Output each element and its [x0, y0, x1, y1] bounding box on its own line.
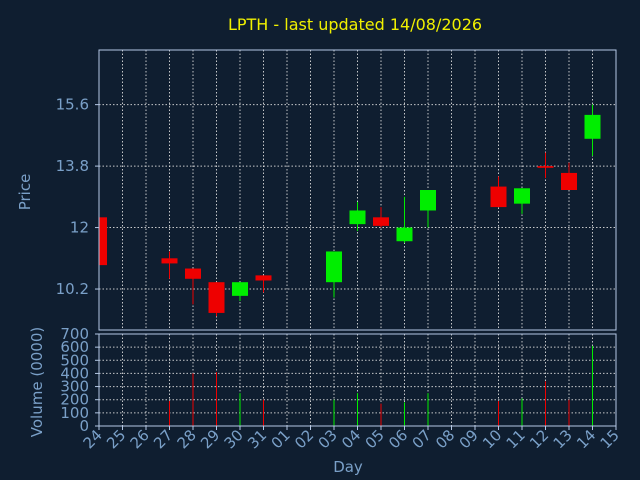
candle-body: [255, 275, 272, 281]
candle-body: [584, 114, 601, 139]
price-tick-labels: 10.2 12 13.8 15.6: [56, 96, 99, 298]
candle-body: [490, 186, 507, 208]
candles-group: [98, 104, 601, 317]
candle-body: [161, 258, 178, 264]
candle-body: [185, 268, 201, 279]
price-plot-frame: [98, 49, 617, 331]
candle-body: [326, 251, 342, 283]
volume-tick-label: 400: [60, 364, 89, 382]
candle-body: [232, 282, 248, 296]
candle-body: [514, 188, 530, 204]
x-tick-labels: 2425262728293031010203040506070809101112…: [80, 426, 623, 452]
price-tick-label: 13.8: [56, 157, 89, 175]
candle-body: [537, 166, 554, 168]
volume-bars-group: [169, 345, 593, 426]
candle-body: [396, 227, 413, 242]
price-tick-label: 15.6: [56, 96, 89, 114]
x-axis-label: Day: [333, 458, 363, 476]
candle-body: [561, 172, 577, 190]
volume-tick-label: 500: [60, 351, 89, 369]
price-axis-label: Price: [16, 174, 34, 211]
candle-body: [99, 217, 107, 266]
price-tick-label: 10.2: [56, 280, 89, 298]
candle-body: [420, 190, 436, 211]
volume-tick-label: 200: [60, 391, 89, 409]
price-tick-label: 12: [70, 219, 89, 237]
volume-tick-label: 600: [60, 338, 89, 356]
volume-tick-label: 300: [60, 378, 89, 396]
chart-title: LPTH - last updated 14/08/2026: [228, 15, 482, 34]
volume-axis-label: Volume (0000): [28, 327, 46, 437]
candle-body: [208, 282, 225, 313]
candle-body: [373, 217, 389, 226]
candle-body: [349, 210, 366, 225]
volume-tick-label: 700: [60, 325, 89, 343]
volume-tick-label: 0: [79, 417, 89, 435]
volume-tick-label: 100: [60, 404, 89, 422]
